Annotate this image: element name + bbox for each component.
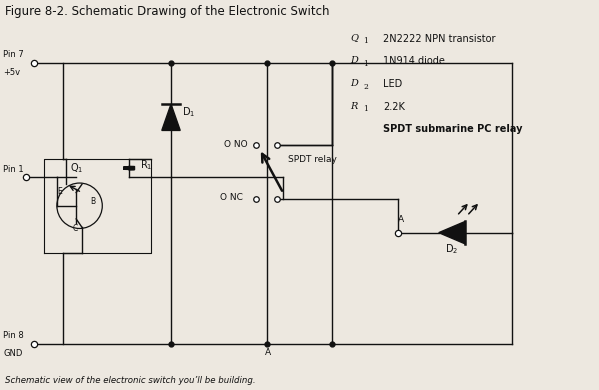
Text: GND: GND [3, 349, 22, 358]
Text: 1: 1 [364, 105, 368, 113]
Text: +5v: +5v [3, 68, 20, 77]
Text: Pin 1: Pin 1 [3, 165, 24, 174]
Text: 2N2222 NPN transistor: 2N2222 NPN transistor [383, 34, 495, 44]
Text: Q$_1$: Q$_1$ [70, 161, 83, 175]
Text: LED: LED [383, 79, 403, 89]
Polygon shape [162, 104, 180, 130]
Text: O NO: O NO [223, 140, 247, 149]
Text: Figure 8-2. Schematic Drawing of the Electronic Switch: Figure 8-2. Schematic Drawing of the Ele… [5, 5, 330, 18]
Text: Q: Q [350, 34, 358, 43]
Text: D$_2$: D$_2$ [445, 243, 458, 256]
Text: E: E [57, 187, 62, 196]
Text: A: A [265, 348, 271, 357]
Text: C: C [72, 224, 77, 233]
Text: Pin 8: Pin 8 [3, 331, 24, 340]
Text: D$_1$: D$_1$ [181, 106, 195, 119]
Text: Pin 7: Pin 7 [3, 50, 24, 59]
Text: R$_1$: R$_1$ [140, 158, 152, 172]
Text: SPDT relay: SPDT relay [288, 154, 337, 163]
Text: 2: 2 [364, 83, 368, 90]
Text: O NC: O NC [220, 193, 243, 202]
Text: 1N914 diode: 1N914 diode [383, 56, 445, 66]
Text: D: D [350, 79, 358, 88]
Text: D: D [350, 56, 358, 65]
Text: R: R [350, 102, 358, 111]
Text: B: B [90, 197, 95, 206]
Polygon shape [438, 222, 465, 244]
Text: 1: 1 [364, 60, 368, 68]
Text: A: A [398, 215, 404, 224]
Text: SPDT submarine PC relay: SPDT submarine PC relay [383, 124, 523, 135]
Text: 2.2K: 2.2K [383, 102, 405, 112]
Text: 1: 1 [364, 37, 368, 45]
Text: Schematic view of the electronic switch you’ll be building.: Schematic view of the electronic switch … [5, 376, 256, 385]
